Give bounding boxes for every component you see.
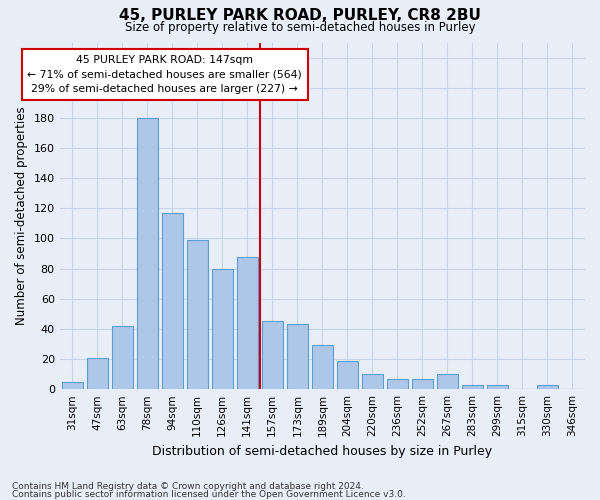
Text: Contains HM Land Registry data © Crown copyright and database right 2024.: Contains HM Land Registry data © Crown c… <box>12 482 364 491</box>
Bar <box>312 346 333 389</box>
Bar <box>287 324 308 389</box>
Bar <box>161 213 183 389</box>
Bar <box>387 378 408 389</box>
Bar <box>487 384 508 389</box>
Bar <box>86 358 108 389</box>
X-axis label: Distribution of semi-detached houses by size in Purley: Distribution of semi-detached houses by … <box>152 444 493 458</box>
Bar <box>412 378 433 389</box>
Bar <box>462 384 483 389</box>
Text: 45 PURLEY PARK ROAD: 147sqm
← 71% of semi-detached houses are smaller (564)
29% : 45 PURLEY PARK ROAD: 147sqm ← 71% of sem… <box>28 54 302 94</box>
Bar <box>236 256 258 389</box>
Bar <box>112 326 133 389</box>
Bar <box>362 374 383 389</box>
Bar <box>212 268 233 389</box>
Text: Size of property relative to semi-detached houses in Purley: Size of property relative to semi-detach… <box>125 22 475 35</box>
Bar <box>437 374 458 389</box>
Bar <box>337 360 358 389</box>
Bar <box>137 118 158 389</box>
Text: Contains public sector information licensed under the Open Government Licence v3: Contains public sector information licen… <box>12 490 406 499</box>
Bar <box>62 382 83 389</box>
Bar <box>262 322 283 389</box>
Bar <box>537 384 558 389</box>
Bar <box>187 240 208 389</box>
Y-axis label: Number of semi-detached properties: Number of semi-detached properties <box>15 106 28 325</box>
Text: 45, PURLEY PARK ROAD, PURLEY, CR8 2BU: 45, PURLEY PARK ROAD, PURLEY, CR8 2BU <box>119 8 481 22</box>
